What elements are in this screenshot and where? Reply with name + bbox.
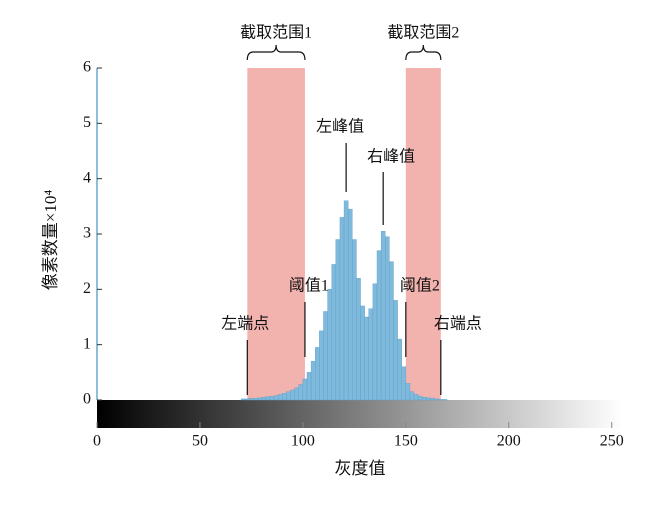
- histogram-bar: [282, 393, 287, 401]
- histogram-bar: [434, 398, 439, 401]
- marker-label: 阈值2: [400, 277, 440, 295]
- histogram-bar: [327, 289, 332, 401]
- histogram-bar: [240, 398, 246, 401]
- histogram-bar: [409, 391, 415, 401]
- gray-bar: [97, 400, 622, 428]
- histogram-bar: [389, 261, 394, 401]
- histogram-bar: [347, 208, 353, 401]
- peak-label: 左峰值: [316, 118, 364, 136]
- histogram-bar: [368, 308, 374, 401]
- histogram-bar: [302, 378, 308, 401]
- region-label: 截取范围1: [240, 24, 312, 42]
- histogram-bar: [265, 396, 271, 401]
- histogram-bar: [438, 399, 444, 401]
- histogram-bar: [257, 397, 262, 401]
- x-tick-label: 150: [394, 433, 418, 450]
- y-tick-label: 5: [83, 114, 91, 131]
- histogram-bar: [385, 236, 390, 401]
- histogram-bar: [294, 387, 299, 401]
- y-tick-label: 1: [83, 335, 91, 352]
- crop-region: [247, 68, 305, 400]
- histogram-bar: [253, 398, 258, 401]
- histogram-bar: [380, 231, 386, 401]
- y-tick-label: 4: [83, 169, 91, 186]
- marker-label: 阈值1: [289, 277, 329, 295]
- histogram-bar: [376, 250, 382, 401]
- y-tick-label: 2: [83, 280, 91, 297]
- histogram-bar: [298, 384, 304, 401]
- histogram-bar: [422, 397, 427, 401]
- region-label: 截取范围2: [387, 24, 459, 42]
- histogram-bar: [393, 300, 398, 401]
- y-tick-label: 0: [83, 391, 91, 408]
- histogram-bar: [306, 372, 312, 401]
- brace: [246, 44, 306, 61]
- x-tick-label: 250: [600, 433, 624, 450]
- histogram-bar: [352, 239, 357, 401]
- x-tick-label: 0: [93, 433, 101, 450]
- histogram-bar: [442, 399, 448, 401]
- peak-label: 右峰值: [367, 148, 415, 166]
- histogram-bar: [335, 239, 341, 401]
- y-axis-label: 像素数量×10⁴: [41, 190, 60, 291]
- histogram-bar: [319, 330, 324, 401]
- histogram-bar: [339, 217, 345, 401]
- histogram-bar: [331, 264, 337, 401]
- histogram-bar: [405, 383, 411, 401]
- crop-region: [405, 68, 441, 400]
- histogram-bar: [372, 283, 378, 401]
- histogram-bar: [273, 395, 279, 401]
- histogram-bar: [413, 394, 419, 401]
- histogram-bar: [290, 389, 295, 401]
- histogram-bar: [360, 305, 365, 401]
- histogram-bar: [261, 397, 267, 401]
- y-tick-label: 3: [83, 225, 91, 242]
- histogram-bar: [397, 338, 402, 401]
- histogram-bar: [249, 398, 254, 401]
- x-tick-label: 50: [192, 433, 208, 450]
- histogram-bar: [277, 394, 283, 401]
- histogram-bar: [426, 397, 431, 401]
- histogram-bar: [269, 395, 275, 401]
- histogram-bar: [364, 316, 369, 401]
- histogram-bar: [356, 278, 361, 401]
- x-tick-label: 200: [497, 433, 521, 450]
- histogram-bar: [401, 366, 407, 401]
- histogram-bar: [315, 347, 320, 401]
- histogram-bar: [310, 361, 316, 401]
- histogram-bar: [417, 395, 423, 401]
- x-tick-label: 100: [291, 433, 315, 450]
- marker-label: 右端点: [434, 315, 482, 333]
- histogram-bar: [343, 200, 349, 401]
- histogram-bar: [286, 391, 291, 401]
- x-axis-label: 灰度值: [335, 459, 386, 478]
- marker-label: 左端点: [221, 315, 269, 333]
- histogram-bar: [323, 311, 328, 401]
- y-tick-label: 6: [83, 59, 91, 76]
- brace: [405, 44, 442, 61]
- histogram-bar: [430, 398, 435, 401]
- histogram-bar: [245, 398, 250, 401]
